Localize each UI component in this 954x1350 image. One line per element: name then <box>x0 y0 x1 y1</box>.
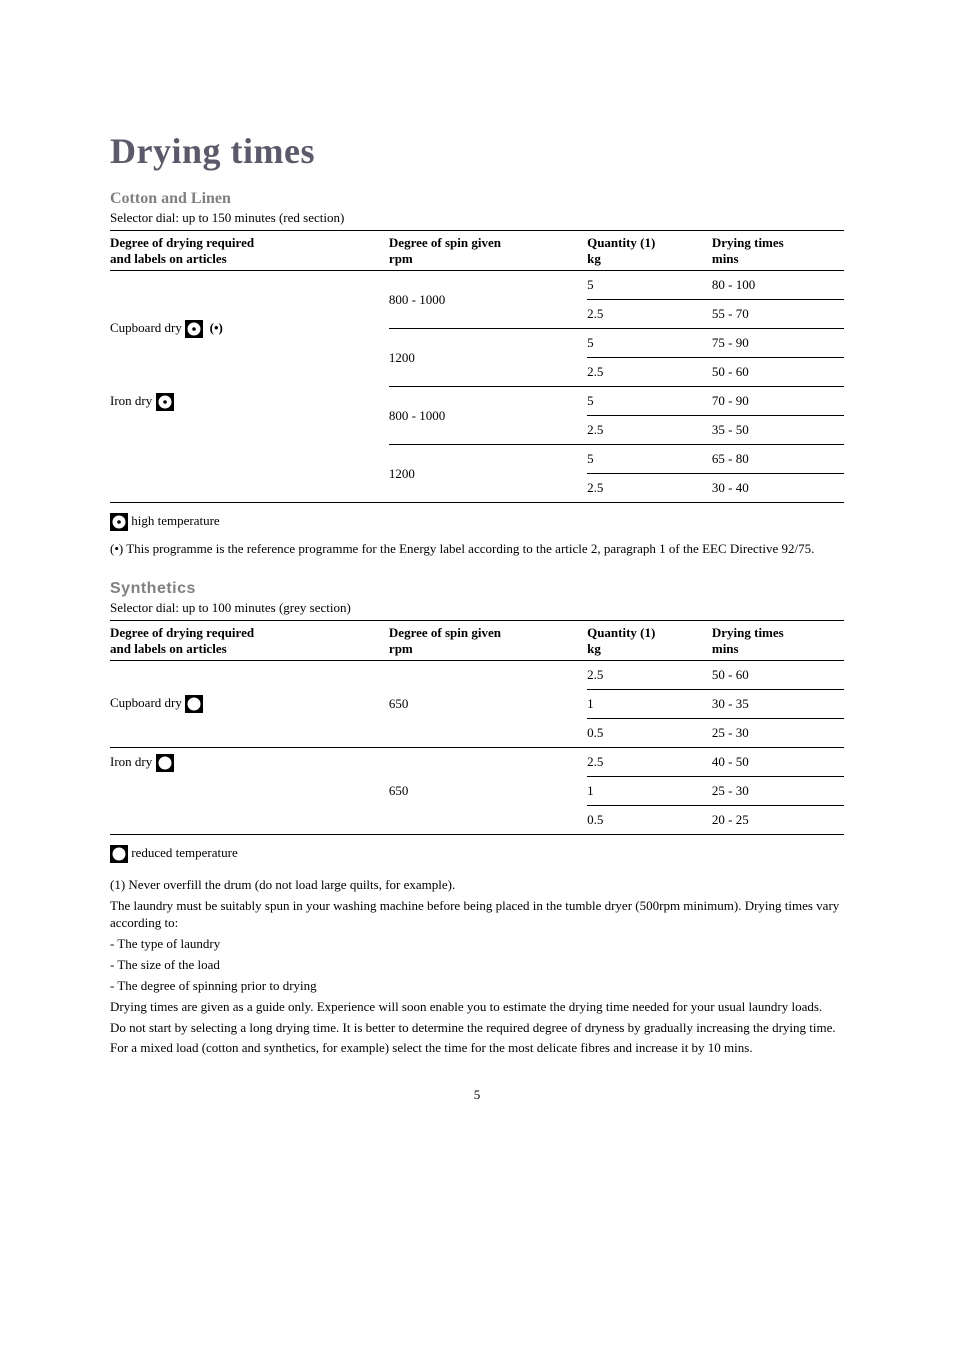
cell-qty: 2.5 <box>587 474 712 503</box>
cotton-table: Degree of drying required and labels on … <box>110 230 844 503</box>
note-3: Drying times are given as a guide only. … <box>110 999 844 1016</box>
cell-qty: 5 <box>587 387 712 416</box>
cell-time: 80 - 100 <box>712 271 844 300</box>
notes-block: (1) Never overfill the drum (do not load… <box>110 877 844 1057</box>
table-row: Iron dry 650 2.5 40 - 50 <box>110 748 844 777</box>
section1-caption: Selector dial: up to 150 minutes (red se… <box>110 210 844 226</box>
cell-qty: 2.5 <box>587 661 712 690</box>
cell-time: 35 - 50 <box>712 416 844 445</box>
cell-time: 55 - 70 <box>712 300 844 329</box>
cell-spin: 800 - 1000 <box>389 387 587 445</box>
footnote2: reduced temperature <box>110 845 844 863</box>
cell-time: 40 - 50 <box>712 748 844 777</box>
section2-caption: Selector dial: up to 100 minutes (grey s… <box>110 600 844 616</box>
cell-qty: 1 <box>587 690 712 719</box>
dryer-high-icon <box>185 320 203 338</box>
cell-cupboard-dry: Cupboard dry <box>110 661 389 748</box>
cell-cupboard-dry: Cupboard dry (•) <box>110 271 389 387</box>
cell-time: 25 - 30 <box>712 777 844 806</box>
th-qty: Quantity (1) kg <box>587 231 712 271</box>
cell-time: 50 - 60 <box>712 661 844 690</box>
cell-qty: 0.5 <box>587 719 712 748</box>
bullet-3: - The degree of spinning prior to drying <box>110 978 844 995</box>
cell-time: 30 - 35 <box>712 690 844 719</box>
footnote1-text: (•) This programme is the reference prog… <box>110 541 844 558</box>
iron-dry-label: Iron dry <box>110 754 152 769</box>
cell-qty: 2.5 <box>587 300 712 329</box>
cell-time: 25 - 30 <box>712 719 844 748</box>
section2-heading: Synthetics <box>110 580 844 598</box>
note-1: (1) Never overfill the drum (do not load… <box>110 877 844 894</box>
table-row: Cupboard dry (•) 800 - 1000 5 80 - 100 <box>110 271 844 300</box>
table-header-row: Degree of drying required and labels on … <box>110 231 844 271</box>
iron-dry-label: Iron dry <box>110 393 152 408</box>
cell-time: 70 - 90 <box>712 387 844 416</box>
footnote1: high temperature <box>110 513 844 531</box>
cell-spin: 1200 <box>389 329 587 387</box>
th-qty: Quantity (1) kg <box>587 621 712 661</box>
cell-time: 20 - 25 <box>712 806 844 835</box>
dryer-low-icon <box>185 695 203 713</box>
cell-qty: 2.5 <box>587 416 712 445</box>
dryer-high-icon <box>110 513 128 531</box>
th-time: Drying times mins <box>712 231 844 271</box>
section1-heading: Cotton and Linen <box>110 190 844 208</box>
footnote2-label: reduced temperature <box>128 845 238 860</box>
cell-qty: 1 <box>587 777 712 806</box>
note-5: For a mixed load (cotton and synthetics,… <box>110 1040 844 1057</box>
table-row: Cupboard dry 650 2.5 50 - 60 <box>110 661 844 690</box>
cupboard-dry-label: Cupboard dry <box>110 320 182 335</box>
cell-qty: 5 <box>587 271 712 300</box>
cell-spin: 1200 <box>389 445 587 503</box>
synthetics-table: Degree of drying required and labels on … <box>110 620 844 835</box>
cell-iron-dry: Iron dry <box>110 387 389 503</box>
th-spin: Degree of spin given rpm <box>389 621 587 661</box>
page-title: Drying times <box>110 130 844 172</box>
cell-spin: 650 <box>389 661 587 748</box>
cupboard-dry-label: Cupboard dry <box>110 695 182 710</box>
dryer-high-icon <box>156 393 174 411</box>
page-number: 5 <box>110 1087 844 1103</box>
th-time: Drying times mins <box>712 621 844 661</box>
cell-time: 75 - 90 <box>712 329 844 358</box>
table-header-row: Degree of drying required and labels on … <box>110 621 844 661</box>
bullet-1: - The type of laundry <box>110 936 844 953</box>
cell-time: 50 - 60 <box>712 358 844 387</box>
footnote1-label: high temperature <box>128 513 220 528</box>
bullet-2: - The size of the load <box>110 957 844 974</box>
cell-spin: 800 - 1000 <box>389 271 587 329</box>
cell-qty: 0.5 <box>587 806 712 835</box>
cell-qty: 5 <box>587 329 712 358</box>
th-degree: Degree of drying required and labels on … <box>110 231 389 271</box>
cell-time: 30 - 40 <box>712 474 844 503</box>
marker: (•) <box>210 320 223 335</box>
cell-iron-dry: Iron dry <box>110 748 389 835</box>
note-4: Do not start by selecting a long drying … <box>110 1020 844 1037</box>
table-row: Iron dry 800 - 1000 5 70 - 90 <box>110 387 844 416</box>
cell-time: 65 - 80 <box>712 445 844 474</box>
dryer-low-icon <box>110 845 128 863</box>
cell-qty: 2.5 <box>587 748 712 777</box>
th-spin: Degree of spin given rpm <box>389 231 587 271</box>
cell-qty: 5 <box>587 445 712 474</box>
th-degree: Degree of drying required and labels on … <box>110 621 389 661</box>
dryer-low-icon <box>156 754 174 772</box>
cell-qty: 2.5 <box>587 358 712 387</box>
page: Drying times Cotton and Linen Selector d… <box>0 0 954 1163</box>
note-2: The laundry must be suitably spun in you… <box>110 898 844 932</box>
cell-spin: 650 <box>389 748 587 835</box>
